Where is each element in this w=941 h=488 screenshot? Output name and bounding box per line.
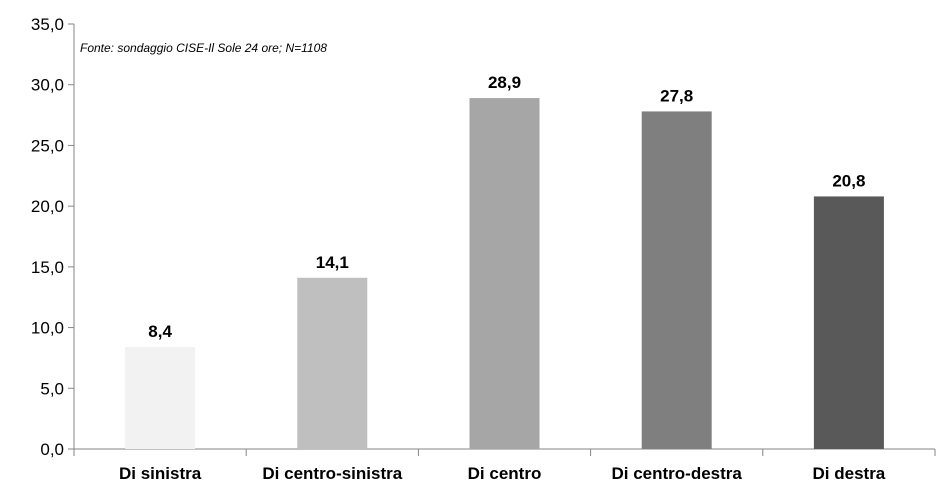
y-tick-label: 10,0: [31, 319, 64, 338]
y-tick-label: 15,0: [31, 258, 64, 277]
bar: [470, 98, 540, 449]
y-tick-label: 5,0: [40, 379, 64, 398]
y-tick-label: 30,0: [31, 76, 64, 95]
data-label: 14,1: [316, 253, 349, 272]
category-label: Di centro-destra: [612, 464, 743, 483]
y-tick-label: 0,0: [40, 440, 64, 459]
bar: [642, 111, 712, 449]
bar: [125, 347, 195, 449]
category-label: Di destra: [813, 464, 886, 483]
y-tick-label: 25,0: [31, 136, 64, 155]
source-note: Fonte: sondaggio CISE-Il Sole 24 ore; N=…: [80, 41, 327, 55]
data-label: 27,8: [660, 86, 693, 105]
y-tick-label: 35,0: [31, 15, 64, 34]
category-label: Di centro: [468, 464, 542, 483]
y-tick-label: 20,0: [31, 197, 64, 216]
category-label: Di sinistra: [119, 464, 202, 483]
x-axis: Di sinistra Di centro-sinistra Di centro Di…: [74, 449, 935, 483]
bar: [814, 196, 884, 449]
category-label: Di centro-sinistra: [262, 464, 402, 483]
data-label: 8,4: [148, 322, 172, 341]
data-label: 20,8: [832, 171, 865, 190]
bar: [297, 278, 367, 449]
bars: 8,4 14,1 28,9 27,8 20,8: [125, 73, 884, 449]
y-axis: 0,0 5,0 10,0 15,0 20,0 25,0 30,0 35,0: [31, 15, 74, 459]
data-label: 28,9: [488, 73, 521, 92]
